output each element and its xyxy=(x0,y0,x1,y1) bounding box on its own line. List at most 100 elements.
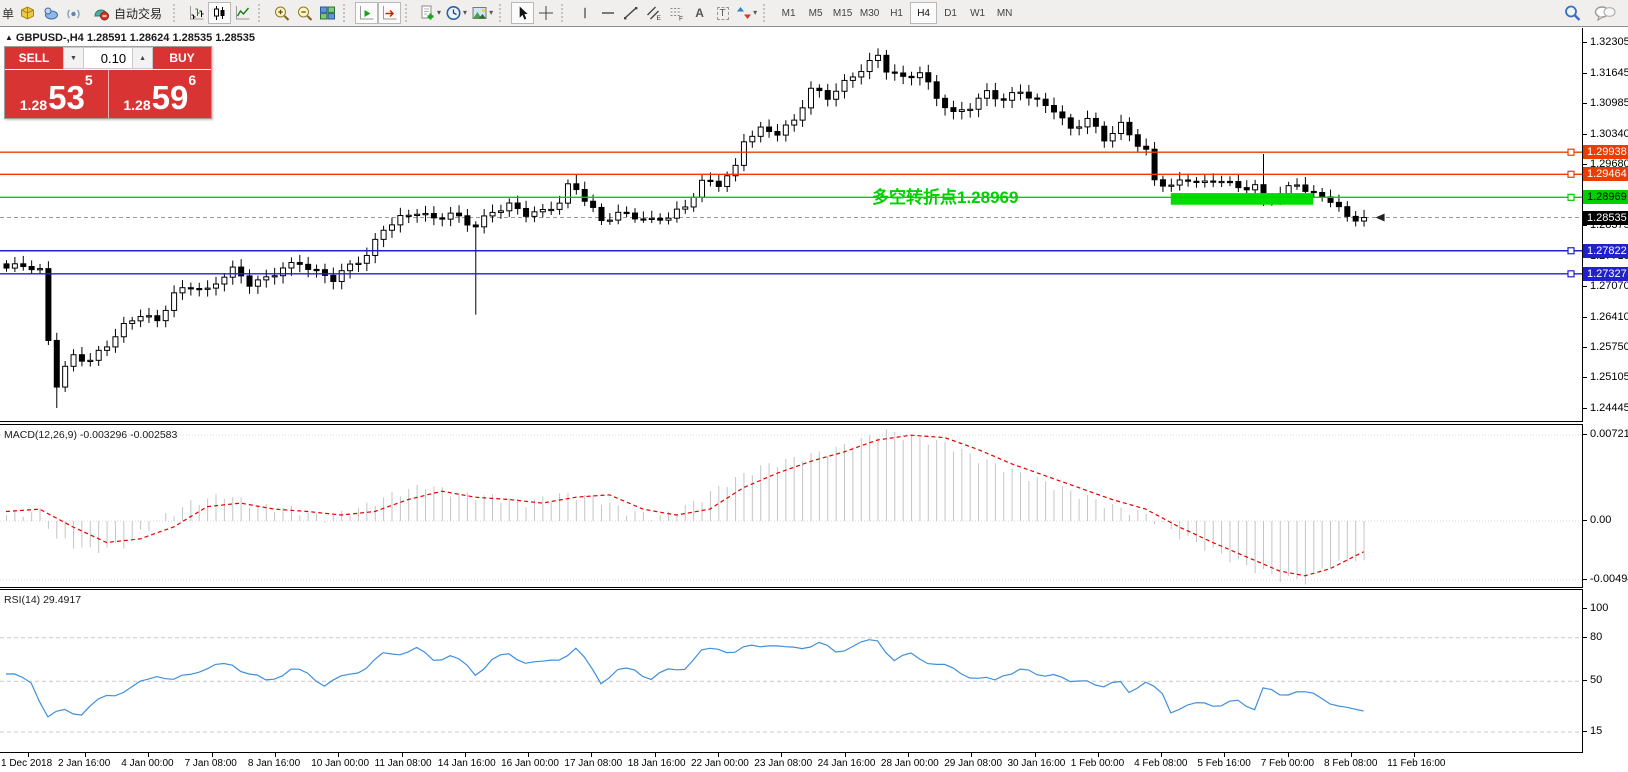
macd-label: MACD(12,26,9) -0.003296 -0.002583 xyxy=(4,429,178,441)
candlestick-chart[interactable] xyxy=(0,28,1582,421)
rsi-chart[interactable] xyxy=(0,590,1582,752)
time-axis-label: 5 Feb 16:00 xyxy=(1197,758,1251,769)
cursor-icon xyxy=(515,5,530,21)
time-axis-tick xyxy=(148,753,150,757)
symbol-header: ▲ GBPUSD-,H4 1.28591 1.28624 1.28535 1.28… xyxy=(5,32,255,44)
price-chart-panel[interactable]: ▲ GBPUSD-,H4 1.28591 1.28624 1.28535 1.28… xyxy=(0,28,1583,422)
time-axis-tick xyxy=(338,753,340,757)
volume-input[interactable] xyxy=(83,47,133,69)
zoom-in-button[interactable] xyxy=(270,2,293,24)
time-axis-label: 1 Feb 00:00 xyxy=(1070,758,1125,769)
timeframe-button-MN[interactable]: MN xyxy=(991,2,1018,24)
macd-chart[interactable] xyxy=(0,425,1582,587)
data-window-button[interactable] xyxy=(39,2,62,24)
toolbar-grip xyxy=(173,4,182,22)
time-axis-tick xyxy=(28,753,29,757)
axis-tick-label: 1.29680 xyxy=(1583,157,1628,171)
vertical-line-button[interactable] xyxy=(573,2,596,24)
cursor-button[interactable] xyxy=(511,2,535,24)
volume-increase-button[interactable]: ▲ xyxy=(132,47,153,69)
price-level-label: 1.28535 xyxy=(1583,210,1628,225)
price-axis[interactable]: 1.32305 1.31645 1.30985 1.30340 1.29680 1.283… xyxy=(1583,28,1628,772)
time-axis-label: 7 Jan 08:00 xyxy=(184,758,237,769)
clock-icon xyxy=(445,5,462,21)
timeframe-button-M1[interactable]: M1 xyxy=(775,2,802,24)
channel-button[interactable]: E xyxy=(642,2,665,24)
time-axis-tick xyxy=(591,753,593,757)
line-chart-button[interactable] xyxy=(231,2,254,24)
price-level-label: 1.27327 xyxy=(1583,266,1628,281)
axis-tick-label: 1.24445 xyxy=(1583,401,1628,415)
candlestick-chart-button[interactable] xyxy=(208,2,232,24)
text-label-button[interactable]: T xyxy=(711,2,734,24)
volume-decrease-button[interactable]: ▼ xyxy=(63,47,84,69)
zoom-out-button[interactable] xyxy=(293,2,316,24)
timeframe-button-D1[interactable]: D1 xyxy=(937,2,964,24)
search-button[interactable] xyxy=(1561,2,1584,24)
time-axis-label: 4 Jan 00:00 xyxy=(121,758,174,769)
timeframe-button-M30[interactable]: M30 xyxy=(856,2,883,24)
sell-price[interactable]: 1.28 53 5 xyxy=(5,70,109,118)
buy-price[interactable]: 1.28 59 6 xyxy=(109,70,212,118)
timeframe-button-M15[interactable]: M15 xyxy=(829,2,856,24)
arrows-button[interactable]: ▾ xyxy=(734,2,759,24)
axis-tick-label: 1.27070 xyxy=(1583,279,1628,293)
buy-button[interactable]: BUY xyxy=(153,47,211,69)
fibonacci-button[interactable]: F xyxy=(665,2,688,24)
chat-icon xyxy=(1594,5,1616,22)
time-axis-tick xyxy=(907,753,909,757)
axis-tick-label: 1.25105 xyxy=(1583,370,1628,384)
indicators-button[interactable]: ▾ xyxy=(417,2,443,24)
chat-button[interactable] xyxy=(1592,2,1618,24)
timeframe-button-H4[interactable]: H4 xyxy=(910,2,938,24)
time-axis-label: 7 Feb 00:00 xyxy=(1260,758,1315,769)
one-click-trading-widget: SELL ▼ ▲ BUY 1.28 53 5 1.28 59 6 xyxy=(4,46,212,119)
candlestick-icon xyxy=(211,5,228,21)
autotrading-button[interactable]: 自动交易 xyxy=(85,2,169,24)
chart-shift-button[interactable] xyxy=(378,2,402,24)
autotrading-icon xyxy=(92,5,110,21)
timeframe-button-M5[interactable]: M5 xyxy=(802,2,829,24)
text-icon: A xyxy=(695,6,704,20)
crosshair-button[interactable] xyxy=(534,2,557,24)
chart-annotation-text[interactable]: 多空转折点1.28969 xyxy=(872,188,1019,207)
sell-button[interactable]: SELL xyxy=(5,47,63,69)
new-order-button[interactable]: 单 xyxy=(0,2,16,24)
price-level-label: 1.28969 xyxy=(1583,190,1628,205)
toolbar-grip xyxy=(405,4,414,22)
time-axis-tick xyxy=(971,753,973,757)
signals-button[interactable] xyxy=(62,2,85,24)
axis-tick-label: 1.25750 xyxy=(1583,340,1628,354)
timeframe-button-H1[interactable]: H1 xyxy=(883,2,910,24)
trendline-button[interactable] xyxy=(619,2,642,24)
price-level-label: 1.27822 xyxy=(1583,243,1628,258)
symbol-ohlc-text: GBPUSD-,H4 1.28591 1.28624 1.28535 1.285… xyxy=(15,32,256,44)
buy-price-sup: 6 xyxy=(188,72,197,88)
timeframe-button-W1[interactable]: W1 xyxy=(964,2,991,24)
axis-tick-label: 1.26410 xyxy=(1583,310,1628,324)
periods-button[interactable]: ▾ xyxy=(443,2,469,24)
auto-scroll-button[interactable] xyxy=(355,2,379,24)
zoom-out-icon xyxy=(296,5,314,22)
price-level-label: 1.29464 xyxy=(1583,167,1628,182)
time-axis-label: 28 Jan 00:00 xyxy=(880,758,939,769)
horizontal-line-icon xyxy=(600,5,616,21)
search-icon xyxy=(1563,4,1582,22)
time-axis[interactable]: 1 Dec 2018 2 Jan 16:00 4 Jan 00:00 7 Jan 08… xyxy=(0,752,1583,772)
text-button[interactable]: A xyxy=(688,2,711,24)
toolbar-grip xyxy=(561,4,570,22)
time-axis-tick xyxy=(718,753,719,757)
rsi-panel[interactable]: RSI(14) 29.4917 xyxy=(0,589,1583,753)
templates-button[interactable]: ▾ xyxy=(469,2,495,24)
market-watch-button[interactable] xyxy=(16,2,39,24)
new-order-label: 单 xyxy=(2,6,15,21)
axis-tick-label: 0.00 xyxy=(1583,513,1628,527)
time-axis-tick xyxy=(844,753,846,757)
horizontal-line-button[interactable] xyxy=(596,2,619,24)
bar-chart-button[interactable] xyxy=(185,2,208,24)
macd-panel[interactable]: MACD(12,26,9) -0.003296 -0.002583 xyxy=(0,424,1583,588)
tile-windows-button[interactable] xyxy=(316,2,339,24)
time-axis-tick xyxy=(85,753,86,757)
axis-tick-label: 100 xyxy=(1583,601,1628,615)
axis-tick-label: 80 xyxy=(1583,630,1628,644)
